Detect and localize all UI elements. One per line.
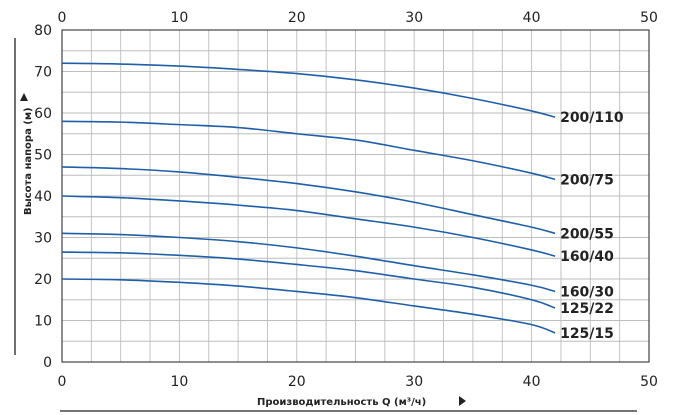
x-tick-label-top: 10: [170, 10, 188, 26]
series-label: 200/75: [560, 172, 614, 188]
y-tick-label: 40: [34, 189, 52, 205]
y-axis-label: Высота напора (м): [23, 107, 34, 215]
x-tick-label-bottom: 50: [640, 374, 658, 390]
series-label: 160/30: [560, 284, 614, 300]
series-line-125-15: [61, 278, 556, 334]
series-layer: [61, 62, 556, 334]
grid: [62, 30, 649, 362]
series-line-200-75: [61, 120, 556, 181]
x-tick-label-top: 20: [288, 10, 306, 26]
series-label: 160/40: [560, 249, 614, 265]
x-axis-arrow-icon: [459, 396, 466, 406]
y-tick-label: 0: [43, 355, 52, 371]
x-tick-label-bottom: 10: [170, 374, 188, 390]
series-line-125-22: [61, 251, 556, 309]
x-tick-label-bottom: 20: [288, 374, 306, 390]
x-tick-label-top: 50: [640, 10, 658, 26]
x-tick-label-bottom: 30: [405, 374, 423, 390]
series-line-160-30: [61, 232, 556, 293]
x-tick-label-top: 40: [523, 10, 541, 26]
y-tick-label: 60: [34, 106, 52, 122]
x-tick-label-top: 0: [58, 10, 67, 26]
x-tick-label-top: 30: [405, 10, 423, 26]
series-label: 200/110: [560, 110, 624, 126]
series-line-200-55: [61, 166, 556, 235]
x-axis-label: Производительность Q (м³/ч): [257, 397, 426, 408]
series-line-160-40: [61, 195, 556, 257]
series-label: 125/22: [560, 301, 614, 317]
y-tick-label: 20: [34, 272, 52, 288]
series-line-200-110: [61, 62, 556, 118]
y-tick-label: 80: [34, 23, 52, 39]
y-tick-label: 10: [34, 314, 52, 330]
y-tick-label: 30: [34, 231, 52, 247]
y-tick-label: 50: [34, 148, 52, 164]
series-label: 200/55: [560, 226, 614, 242]
x-tick-label-bottom: 40: [523, 374, 541, 390]
y-axis-arrow-icon: [20, 93, 28, 101]
y-tick-label: 70: [34, 65, 52, 81]
series-label: 125/15: [560, 326, 614, 342]
x-tick-label-bottom: 0: [58, 374, 67, 390]
